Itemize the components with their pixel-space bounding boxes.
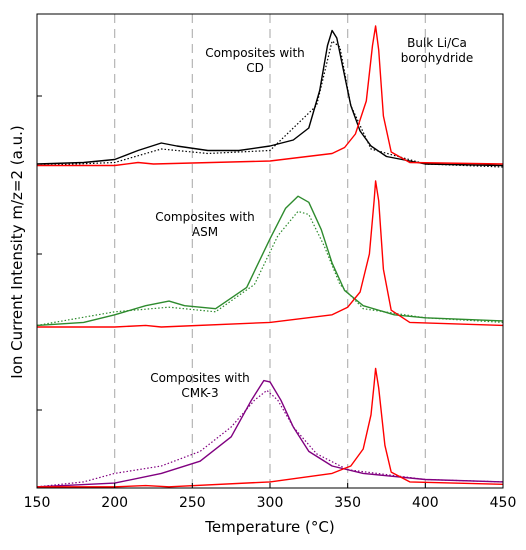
plot-area bbox=[36, 25, 504, 488]
annotation-bulk-line1: Bulk Li/Ca bbox=[407, 36, 467, 50]
annotation-top: Bulk Li/Ca borohydride bbox=[401, 36, 474, 65]
annotation-cd-line1: Composites with bbox=[205, 46, 305, 60]
x-tick-label: 400 bbox=[412, 495, 439, 511]
y-axis-title: Ion Current Intensity m/z=2 (a.u.) bbox=[8, 125, 26, 378]
x-tick-label: 350 bbox=[334, 495, 361, 511]
annotation-cmk3: Composites with CMK-3 bbox=[150, 371, 250, 400]
series-line-2-3 bbox=[37, 180, 504, 328]
panel-3 bbox=[36, 367, 504, 488]
annotation-asm-line1: Composites with bbox=[155, 210, 255, 224]
annotation-cd: Composites with CD bbox=[205, 46, 305, 75]
series-line-1-2-dotted bbox=[36, 40, 504, 168]
series-line-3-2-dotted bbox=[36, 389, 504, 488]
x-tick-label: 300 bbox=[257, 495, 284, 511]
annotation-cmk3-line2: CMK-3 bbox=[181, 386, 218, 400]
annotation-cmk3-line1: Composites with bbox=[150, 371, 250, 385]
annotation-asm: Composites with ASM bbox=[155, 210, 255, 239]
series-line-3-1 bbox=[36, 379, 504, 488]
panel-1 bbox=[36, 25, 504, 168]
panel-2 bbox=[36, 180, 504, 328]
x-tick-label: 200 bbox=[101, 495, 128, 511]
annotation-cd-line2: CD bbox=[246, 61, 264, 75]
series-line-2-1 bbox=[36, 195, 504, 327]
plot-frame bbox=[36, 13, 504, 489]
annotation-bulk-line2: borohydride bbox=[401, 51, 474, 65]
x-tick-label: 450 bbox=[490, 495, 517, 511]
x-axis: 150 200 250 300 350 400 450 bbox=[24, 483, 517, 511]
gridlines bbox=[114, 14, 426, 488]
series-line-1-1 bbox=[36, 29, 504, 167]
x-axis-title: Temperature (°C) bbox=[204, 518, 334, 536]
x-tick-label: 250 bbox=[179, 495, 206, 511]
annotation-asm-line2: ASM bbox=[192, 225, 218, 239]
series-line-2-2-dotted bbox=[36, 210, 504, 326]
series-line-3-3 bbox=[37, 367, 504, 488]
series-line-1-3 bbox=[37, 25, 504, 167]
x-tick-label: 150 bbox=[24, 495, 51, 511]
y-axis-ticks bbox=[37, 95, 42, 411]
